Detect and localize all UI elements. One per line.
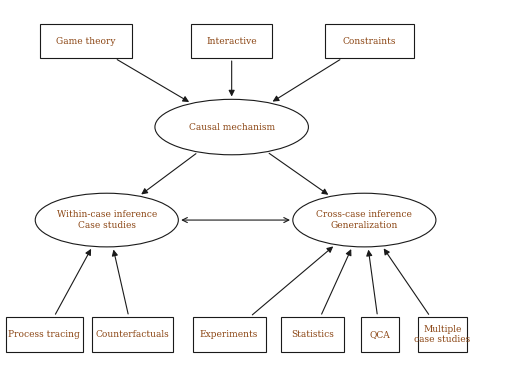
Text: Cross-case inference
Generalization: Cross-case inference Generalization xyxy=(316,210,412,230)
Ellipse shape xyxy=(293,193,436,247)
Text: Constraints: Constraints xyxy=(343,37,396,46)
Text: Within-case inference
Case studies: Within-case inference Case studies xyxy=(57,210,157,230)
FancyBboxPatch shape xyxy=(40,24,132,58)
Ellipse shape xyxy=(35,193,178,247)
Text: Counterfactuals: Counterfactuals xyxy=(96,330,170,339)
Text: Multiple
case studies: Multiple case studies xyxy=(414,325,470,344)
FancyBboxPatch shape xyxy=(361,316,399,353)
Text: Causal mechanism: Causal mechanism xyxy=(189,123,275,131)
FancyBboxPatch shape xyxy=(281,316,344,353)
Text: Experiments: Experiments xyxy=(200,330,258,339)
FancyBboxPatch shape xyxy=(92,316,173,353)
Text: Game theory: Game theory xyxy=(56,37,116,46)
FancyBboxPatch shape xyxy=(193,316,266,353)
FancyBboxPatch shape xyxy=(326,24,414,58)
Text: QCA: QCA xyxy=(370,330,390,339)
FancyBboxPatch shape xyxy=(6,316,83,353)
Text: Statistics: Statistics xyxy=(291,330,334,339)
Text: Process tracing: Process tracing xyxy=(8,330,80,339)
FancyBboxPatch shape xyxy=(418,316,467,353)
Text: Interactive: Interactive xyxy=(207,37,257,46)
Ellipse shape xyxy=(155,99,309,155)
FancyBboxPatch shape xyxy=(191,24,272,58)
